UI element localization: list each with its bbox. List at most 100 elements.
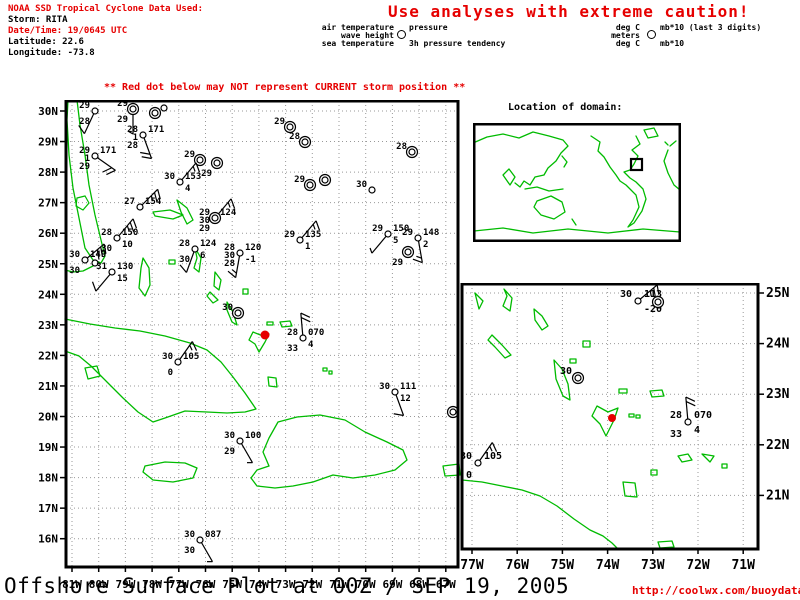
station-value: 30 bbox=[356, 180, 367, 190]
domain-box bbox=[629, 157, 644, 172]
station-plot: 30 30 087 bbox=[184, 530, 221, 563]
station-value: 29 bbox=[79, 146, 90, 156]
station-value: 28 bbox=[670, 410, 682, 421]
legend-unit-pressure: mb*10 (last 3 digits) bbox=[660, 23, 762, 32]
station-value: 113 bbox=[644, 289, 662, 300]
station-value: 070 bbox=[694, 410, 712, 421]
station-value: 171 bbox=[148, 125, 164, 135]
axis-label-lat: 16N bbox=[38, 533, 58, 546]
station-value: 0 bbox=[466, 470, 472, 481]
inset-map: 77W 76W 75W 74W 73W 72W 71W 25N 24N 23N 22N 21N 30 1… bbox=[460, 283, 790, 573]
axis-label-lat: 25N bbox=[766, 286, 790, 301]
station-value: 30 bbox=[101, 244, 112, 254]
axis-label-lon: 70W bbox=[356, 578, 376, 591]
storm-position-dot bbox=[608, 414, 616, 422]
station-value: 149 bbox=[90, 250, 106, 260]
station-value: 28 bbox=[127, 141, 138, 151]
axis-label-lat: 19N bbox=[38, 441, 58, 454]
station-value: 124 bbox=[220, 208, 237, 218]
station-value: 30 bbox=[620, 289, 632, 300]
station-value: 0 bbox=[168, 368, 173, 378]
station-value: 111 bbox=[400, 382, 416, 392]
longitude-line: Longitude: -73.8 bbox=[8, 48, 95, 58]
world-map-title: Location of domain: bbox=[508, 102, 623, 113]
legend-sea-temperature: sea temperature bbox=[321, 39, 394, 48]
axis-label-lon: 69W bbox=[382, 578, 402, 591]
axis-label-lat: 22N bbox=[766, 438, 790, 453]
axis-label-lon: 77W bbox=[169, 578, 189, 591]
latitude-line: Latitude: 22.6 bbox=[8, 37, 84, 47]
axis-label-lat: 22N bbox=[38, 349, 58, 362]
station-value: 29 bbox=[274, 117, 285, 127]
axis-label-lon: 74W bbox=[249, 578, 269, 591]
station-plot bbox=[148, 106, 162, 120]
coastlines bbox=[64, 100, 461, 489]
station-plot bbox=[160, 104, 168, 112]
station-value: 29 bbox=[79, 162, 90, 172]
datetime-line: Date/Time: 19/0645 UTC bbox=[8, 26, 128, 36]
station-value: 33 bbox=[670, 429, 682, 440]
station-value: 28 bbox=[396, 142, 407, 152]
station-value: 1 bbox=[85, 154, 90, 164]
storm-name: Storm: RITA bbox=[8, 15, 68, 25]
storm-position-note: ** Red dot below may NOT represent CURRE… bbox=[104, 82, 466, 93]
axis-label-lat: 20N bbox=[38, 411, 58, 424]
station-value: 171 bbox=[100, 146, 116, 156]
map-frame bbox=[64, 100, 460, 569]
station-plot: 29 1 135 bbox=[284, 220, 321, 252]
caution-banner: Use analyses with extreme caution! bbox=[388, 2, 750, 21]
station-value: 29 bbox=[294, 175, 305, 185]
source-url-link[interactable]: http://coolwx.com/buoydata bbox=[632, 584, 800, 597]
station-value: 4 bbox=[185, 184, 191, 194]
station-value: 148 bbox=[423, 228, 439, 238]
station-value: 087 bbox=[205, 530, 221, 540]
axis-label-lon: 74W bbox=[596, 558, 620, 573]
axis-label-lat: 30N bbox=[38, 105, 58, 118]
station-value: 10 bbox=[122, 240, 133, 250]
station-plot bbox=[91, 259, 99, 267]
station-value: 30 bbox=[560, 366, 572, 377]
axis-label-lon: 78W bbox=[142, 578, 162, 591]
station-circle-icon bbox=[647, 30, 656, 39]
station-value: 30 bbox=[69, 266, 80, 276]
station-plot: 28 bbox=[289, 132, 312, 149]
station-value: 33 bbox=[287, 344, 298, 354]
station-plot: 28 30 150 10 bbox=[101, 218, 138, 254]
axis-label-lat: 24N bbox=[38, 288, 58, 301]
station-value: 30 bbox=[184, 530, 195, 540]
legend-unit-air: deg C bbox=[615, 23, 640, 32]
station-value: 150 bbox=[393, 224, 409, 234]
axis-label-lat: 28N bbox=[38, 166, 58, 179]
station-value: 29 bbox=[224, 447, 235, 457]
station-value: 2 bbox=[423, 240, 428, 250]
axis-label-lon: 71W bbox=[731, 558, 755, 573]
station-plot: 30 0 105 bbox=[162, 341, 199, 378]
station-value: 30 bbox=[460, 451, 472, 462]
axis-label-lon: 80W bbox=[89, 578, 109, 591]
station-value: 29 bbox=[402, 228, 413, 238]
station-plot: 30 bbox=[222, 303, 245, 320]
axis-label-lon: 68W bbox=[409, 578, 429, 591]
axis-label-lon: 76W bbox=[196, 578, 216, 591]
station-value: 30 bbox=[184, 546, 195, 556]
station-value: 150 bbox=[122, 228, 138, 238]
axis-label-lat: 25N bbox=[38, 258, 58, 271]
legend-unit-wave: meters bbox=[611, 31, 640, 40]
world-map bbox=[473, 123, 681, 242]
station-plot: 30 bbox=[356, 180, 376, 194]
station-plot: 29 bbox=[294, 175, 317, 192]
axis-label-lon: 75W bbox=[222, 578, 242, 591]
station-value: 29 bbox=[284, 230, 295, 240]
station-value: 5 bbox=[393, 236, 398, 246]
station-plot: 31 15 130 bbox=[91, 262, 133, 292]
station-plot: 30 4 153 bbox=[164, 162, 201, 194]
station-value: 29 bbox=[372, 224, 383, 234]
station-value: 28 bbox=[289, 132, 300, 142]
station-value: 105 bbox=[484, 451, 502, 462]
station-value: 124 bbox=[200, 239, 217, 249]
station-value: 120 bbox=[245, 243, 261, 253]
world-coastlines bbox=[473, 127, 681, 234]
station-value: 29 bbox=[199, 224, 210, 234]
legend-wave-height: wave height bbox=[341, 31, 394, 40]
